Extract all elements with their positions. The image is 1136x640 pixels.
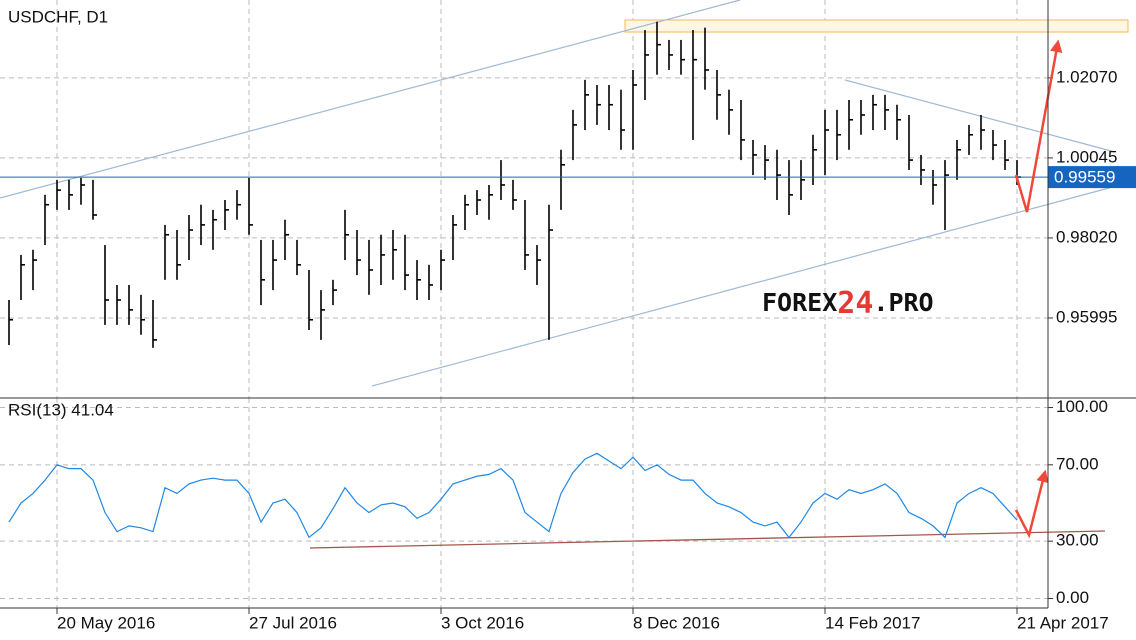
rsi-forecast-arrow bbox=[1014, 469, 1049, 539]
x-tick-label: 8 Dec 2016 bbox=[633, 613, 720, 632]
y-tick-label: 100.00 bbox=[1056, 397, 1108, 416]
rsi-title: RSI(13) 41.04 bbox=[8, 400, 114, 419]
channel-lower bbox=[371, 184, 1121, 387]
y-tick-label: 30.00 bbox=[1056, 531, 1099, 550]
resistance-zone bbox=[624, 19, 1129, 33]
grid bbox=[0, 0, 1048, 614]
chart-title: USDCHF, D1 bbox=[8, 7, 108, 26]
trend-descending bbox=[844, 79, 1116, 153]
watermark: FOREX24.PRO bbox=[762, 286, 934, 321]
x-tick-label: 14 Feb 2017 bbox=[825, 613, 920, 632]
channel-upper bbox=[0, 0, 741, 199]
current-price-label: 0.99559 bbox=[1054, 168, 1115, 187]
y-tick-label: 0.95995 bbox=[1056, 307, 1117, 326]
x-tick-label: 21 Apr 2017 bbox=[1017, 613, 1109, 632]
y-tick-label: 70.00 bbox=[1056, 454, 1099, 473]
y-tick-label: 1.02070 bbox=[1056, 67, 1117, 86]
watermark-part: FOREX bbox=[762, 288, 837, 317]
y-tick-label: 1.00045 bbox=[1056, 147, 1117, 166]
rsi-trendline bbox=[309, 530, 1106, 549]
watermark-part: 24 bbox=[837, 286, 873, 321]
marks: 20 May 2016 27 Jul 2016 3 Oct 2016 8 Dec 20… bbox=[0, 21, 1136, 632]
y-tick-label: 0.98020 bbox=[1056, 227, 1117, 246]
x-tick-label: 20 May 2016 bbox=[57, 613, 155, 632]
rsi-line bbox=[8, 452, 1018, 539]
y-tick-label: 0.00 bbox=[1056, 588, 1089, 607]
watermark-part: .PRO bbox=[873, 288, 933, 317]
current-price-box bbox=[1048, 166, 1136, 189]
x-tick-label: 27 Jul 2016 bbox=[249, 613, 337, 632]
x-tick-label: 3 Oct 2016 bbox=[441, 613, 524, 632]
